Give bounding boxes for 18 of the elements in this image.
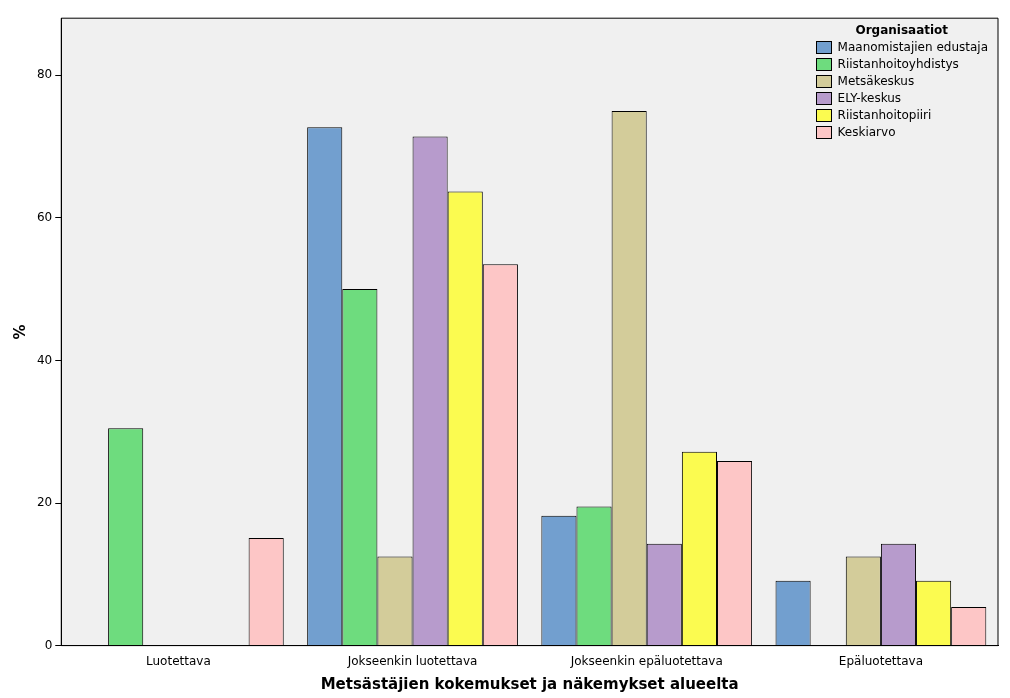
y-tick-label: 40 xyxy=(36,352,53,367)
x-tick-label: Luotettava xyxy=(145,653,211,668)
legend-label: Riistanhoitoyhdistys xyxy=(837,56,959,73)
legend-label: Metsäkeskus xyxy=(837,73,915,90)
legend-label: Maanomistajien edustaja xyxy=(837,39,988,56)
y-tick-label: 60 xyxy=(36,209,53,224)
y-tick-label: 20 xyxy=(36,495,53,510)
x-tick-label: Jokseenkin epäluotettava xyxy=(569,653,723,668)
y-axis-title: % xyxy=(10,324,29,340)
x-tick-label: Jokseenkin luotettava xyxy=(346,653,478,668)
y-tick-label: 80 xyxy=(36,67,53,82)
x-axis-title: Metsästäjien kokemukset ja näkemykset alueelta xyxy=(320,674,739,693)
legend-label: ELY-keskus xyxy=(837,90,902,107)
y-tick-label: 0 xyxy=(44,637,53,652)
x-tick-label: Epäluotettava xyxy=(838,653,923,668)
legend-label: Keskiarvo xyxy=(837,124,896,141)
legend-label: Riistanhoitopiiri xyxy=(837,107,932,124)
legend-title: Organisaatiot xyxy=(854,22,950,39)
